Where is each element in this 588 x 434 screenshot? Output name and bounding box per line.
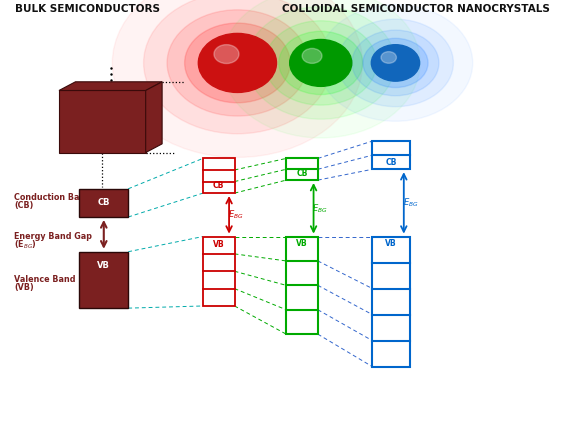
Bar: [203, 158, 235, 193]
Circle shape: [143, 0, 331, 134]
Circle shape: [214, 45, 239, 63]
Text: $E_{BG}$: $E_{BG}$: [403, 197, 418, 209]
Bar: [372, 237, 410, 367]
Circle shape: [265, 21, 376, 105]
Text: Conduction Band: Conduction Band: [15, 193, 91, 202]
Circle shape: [198, 33, 276, 92]
Text: $E_{BG}$: $E_{BG}$: [228, 209, 243, 221]
Text: Energy Band Gap: Energy Band Gap: [15, 232, 92, 241]
Text: VB: VB: [296, 239, 308, 248]
Circle shape: [222, 0, 420, 138]
Text: Valence Band: Valence Band: [15, 276, 76, 284]
Circle shape: [185, 23, 290, 103]
Bar: [372, 141, 410, 169]
Text: CB: CB: [213, 181, 225, 190]
Text: BULK SEMICONDUCTORS: BULK SEMICONDUCTORS: [15, 4, 161, 14]
Circle shape: [112, 0, 362, 158]
Polygon shape: [59, 82, 162, 91]
Polygon shape: [146, 82, 162, 152]
Circle shape: [318, 5, 473, 121]
Circle shape: [372, 45, 420, 81]
Text: VB: VB: [98, 261, 110, 270]
Bar: [79, 189, 128, 217]
Bar: [203, 237, 235, 306]
Text: VB: VB: [385, 239, 397, 248]
Circle shape: [302, 49, 322, 63]
Text: CB: CB: [296, 169, 308, 178]
Circle shape: [338, 19, 453, 107]
Text: $E_{BG}$: $E_{BG}$: [312, 202, 328, 214]
Text: COLLOIDAL SEMICONDUCTOR NANOCRYSTALS: COLLOIDAL SEMICONDUCTOR NANOCRYSTALS: [282, 4, 550, 14]
Bar: [79, 252, 128, 308]
Bar: [286, 237, 318, 334]
Circle shape: [381, 52, 396, 63]
Polygon shape: [59, 91, 146, 152]
Text: (CB): (CB): [15, 201, 34, 210]
Circle shape: [246, 7, 395, 119]
Circle shape: [352, 30, 439, 96]
Text: (E$_{BG}$): (E$_{BG}$): [15, 238, 37, 250]
Circle shape: [363, 38, 428, 88]
Text: VB: VB: [213, 240, 225, 249]
Bar: [286, 158, 318, 180]
Text: (VB): (VB): [15, 283, 34, 292]
Circle shape: [167, 10, 308, 116]
Circle shape: [290, 39, 352, 86]
Text: CB: CB: [98, 198, 110, 207]
Circle shape: [279, 31, 363, 95]
Text: CB: CB: [386, 158, 397, 167]
